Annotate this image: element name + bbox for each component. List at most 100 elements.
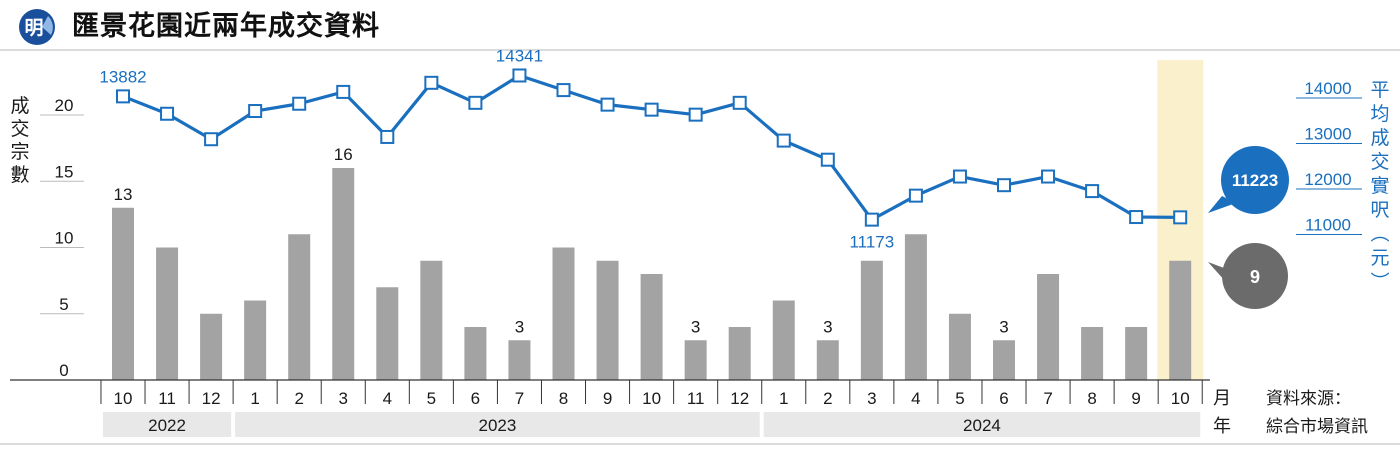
x-axis-month-label: 1 [250, 389, 259, 408]
line-series [122, 73, 1181, 222]
x-axis-month-label: 3 [339, 389, 348, 408]
x-axis-month-label: 2 [294, 389, 303, 408]
bar-value-label: 3 [691, 317, 700, 336]
right-axis-title-char: 實 [1370, 175, 1389, 197]
x-axis-month-label: 5 [955, 389, 964, 408]
right-axis-title-char: 平 [1370, 80, 1389, 101]
bar [156, 247, 179, 380]
bar [1081, 327, 1104, 380]
line-point [248, 104, 263, 119]
line-value-label: 11173 [849, 233, 894, 252]
line-point [468, 95, 483, 110]
x-axis-month-label: 10 [642, 389, 661, 408]
line-point [1041, 169, 1056, 184]
line-point [556, 83, 571, 98]
bar [640, 274, 663, 380]
left-axis-tick-label: 20 [55, 96, 74, 115]
bar [508, 340, 531, 380]
line-point [952, 169, 967, 184]
line-value-label: 13882 [99, 67, 146, 86]
right-axis-title-char: ） [1368, 271, 1390, 290]
bar [332, 168, 355, 380]
x-axis-month-label: 2 [823, 389, 832, 408]
left-axis-tick-label: 15 [55, 162, 74, 181]
x-axis-month-label: 4 [383, 389, 392, 408]
bar-value-label: 13 [114, 185, 133, 204]
x-axis-month-label: 12 [202, 389, 221, 408]
right-axis-title-char: 交 [1370, 151, 1389, 173]
x-axis-year-unit: 年 [1213, 416, 1231, 436]
line-point [1085, 184, 1100, 199]
x-axis-month-label: 8 [1087, 389, 1096, 408]
line-point [732, 95, 747, 110]
x-axis-month-label: 10 [1171, 389, 1190, 408]
year-label: 2022 [148, 416, 186, 435]
line-callout-bubble [1221, 146, 1289, 214]
bar [112, 207, 134, 380]
right-axis-title-char: 呎 [1370, 200, 1389, 221]
bar [244, 300, 267, 380]
line-point [997, 178, 1011, 193]
line-point [424, 75, 439, 90]
bar [1125, 327, 1148, 380]
bar [993, 340, 1015, 380]
bar-value-label: 16 [334, 145, 353, 164]
left-axis-title-char: 交 [10, 118, 29, 140]
newspaper-logo-icon: 明 [19, 9, 55, 45]
line-point [292, 96, 307, 111]
bar [552, 247, 575, 380]
line-point [336, 84, 351, 99]
left-axis-title-char: 宗 [10, 141, 29, 163]
right-axis-title-char: （ [1368, 223, 1390, 242]
line-point [864, 212, 879, 227]
bar [772, 300, 795, 380]
left-axis-title-char: 數 [10, 164, 29, 186]
logo-glyph: 明 [24, 17, 43, 39]
bar-callout-pointer [1208, 262, 1226, 282]
bar [200, 313, 223, 380]
line-point [204, 132, 219, 147]
line-point [908, 188, 923, 203]
bar [376, 287, 399, 380]
bar [948, 313, 971, 380]
line-point [644, 102, 659, 117]
line-callout-value: 11223 [1232, 171, 1278, 190]
bar-value-label: 3 [823, 317, 832, 336]
year-label: 2024 [963, 416, 1001, 435]
right-axis-tick-label: 13000 [1304, 125, 1351, 144]
right-axis-tick-label: 11000 [1305, 216, 1351, 235]
line-point [600, 97, 615, 112]
bar [420, 260, 443, 380]
x-axis-month-label: 8 [559, 389, 568, 408]
left-axis-tick-label: 0 [59, 361, 68, 380]
bar [860, 260, 883, 380]
x-axis-month-label: 12 [730, 389, 749, 408]
left-axis-title-char: 成 [10, 95, 29, 117]
x-axis-month-label: 9 [1131, 389, 1140, 408]
x-axis-month-label: 11 [158, 389, 176, 408]
year-band [102, 412, 232, 437]
chart-title: 匯景花園近兩年成交資料 [72, 11, 380, 42]
x-axis-month-label: 9 [603, 389, 612, 408]
x-axis-month-label: 11 [687, 389, 705, 408]
line-point [776, 133, 791, 148]
line-point [688, 107, 703, 122]
right-axis-tick-label: 14000 [1304, 79, 1351, 98]
line-point [1129, 210, 1144, 225]
line-point [512, 68, 527, 83]
x-axis-month-unit: 月 [1213, 388, 1231, 408]
x-axis-month-label: 1 [779, 389, 788, 408]
bar [1169, 260, 1192, 380]
x-axis-month-label: 3 [867, 389, 876, 408]
bar-callout-bubble [1222, 243, 1288, 309]
x-axis-month-label: 6 [471, 389, 480, 408]
line-point [820, 152, 835, 167]
line-point [380, 129, 395, 144]
left-axis-tick-label: 5 [59, 295, 68, 314]
bar [1037, 274, 1060, 380]
bar [288, 234, 311, 380]
line-point [1173, 210, 1188, 225]
x-axis-month-label: 7 [515, 389, 524, 408]
bar [728, 327, 751, 380]
line-value-label: 14341 [496, 46, 543, 65]
